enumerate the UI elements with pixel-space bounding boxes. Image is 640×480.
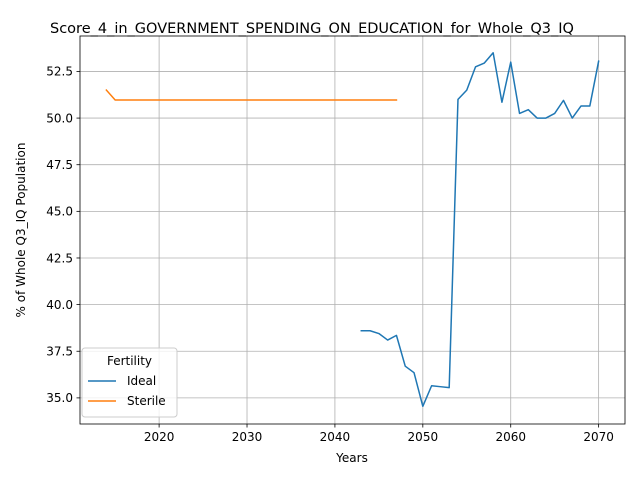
legend-label-ideal: Ideal: [127, 374, 156, 388]
x-tick-label: 2030: [232, 430, 263, 444]
x-tick-label: 2070: [583, 430, 614, 444]
y-tick-label: 45.0: [46, 205, 73, 219]
y-tick-label: 42.5: [46, 251, 73, 265]
legend-title: Fertility: [107, 354, 152, 368]
x-tick-label: 2060: [495, 430, 526, 444]
y-tick-label: 47.5: [46, 158, 73, 172]
y-tick-label: 52.5: [46, 65, 73, 79]
x-tick-label: 2020: [144, 430, 175, 444]
legend: Fertility Ideal Sterile: [82, 348, 177, 417]
chart-title: Score_4_in_GOVERNMENT_SPENDING_ON_EDUCAT…: [50, 21, 574, 37]
y-axis-label: % of Whole Q3_IQ Population: [14, 143, 28, 318]
y-tick-label: 40.0: [46, 298, 73, 312]
legend-label-sterile: Sterile: [127, 394, 166, 408]
x-axis-label: Years: [335, 451, 368, 465]
y-tick-label: 35.0: [46, 391, 73, 405]
y-tick-label: 50.0: [46, 111, 73, 125]
x-tick-label: 2050: [408, 430, 439, 444]
y-tick-label: 37.5: [46, 345, 73, 359]
x-tick-label: 2040: [320, 430, 351, 444]
